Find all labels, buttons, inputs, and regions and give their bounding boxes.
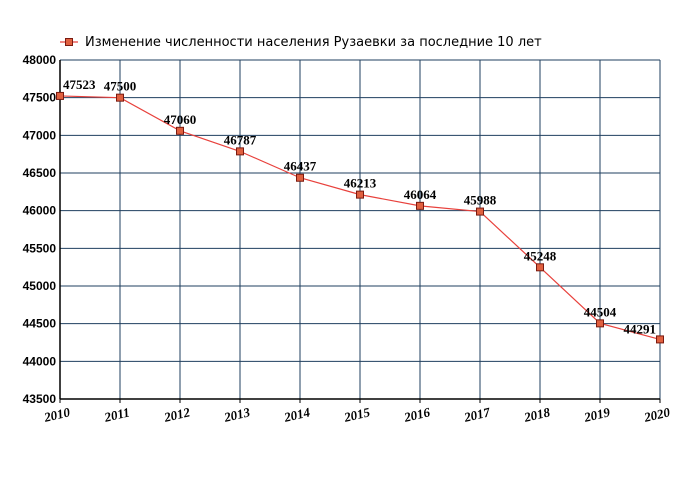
- data-label: 45248: [524, 248, 557, 263]
- x-tick-label: 2013: [222, 404, 252, 425]
- x-tick-label: 2015: [342, 404, 372, 425]
- y-axis-ticks: 43500 44000 44500 45000 45500 46000 46500 47000…: [23, 53, 57, 406]
- legend-label: Изменение численности населения Рузаевки…: [85, 35, 542, 50]
- x-tick-label: 2010: [42, 404, 72, 425]
- y-tick-label: 47000: [23, 128, 57, 142]
- data-point: [656, 335, 664, 344]
- x-axis-ticks: 2010 2011 2012 2013 2014 2015 2016 2017 2018 2019…: [42, 399, 672, 425]
- grid: [59, 59, 661, 400]
- data-label: 45988: [464, 193, 497, 208]
- data-point: [56, 91, 64, 100]
- data-point: [176, 126, 184, 135]
- data-point: [416, 201, 424, 210]
- y-tick-label: 48000: [23, 53, 57, 67]
- data-label: 46787: [224, 132, 257, 147]
- x-tick-label: 2020: [642, 404, 672, 425]
- x-tick-label: 2012: [162, 404, 192, 425]
- data-label: 46213: [344, 176, 377, 191]
- data-label: 47523: [63, 77, 96, 92]
- series-population: [56, 91, 664, 344]
- data-point: [296, 173, 304, 182]
- x-tick-label: 2018: [522, 404, 552, 425]
- data-label: 46437: [284, 159, 317, 174]
- data-label: 47060: [164, 112, 197, 127]
- y-tick-label: 45000: [23, 279, 57, 293]
- data-label: 46064: [404, 187, 437, 202]
- x-tick-label: 2011: [102, 404, 131, 425]
- y-tick-label: 45500: [23, 241, 57, 255]
- data-label: 44504: [584, 304, 617, 319]
- x-tick-label: 2016: [402, 404, 432, 425]
- data-point: [356, 190, 364, 199]
- legend-marker-swatch: [65, 38, 73, 46]
- x-tick-label: 2014: [282, 404, 312, 425]
- y-tick-label: 44000: [23, 354, 57, 368]
- x-tick-label: 2019: [582, 404, 612, 425]
- y-tick-label: 46500: [23, 166, 57, 180]
- data-point: [116, 93, 124, 102]
- y-tick-label: 44500: [23, 317, 57, 331]
- legend: Изменение численности населения Рузаевки…: [60, 35, 542, 50]
- x-tick-label: 2017: [462, 404, 492, 425]
- y-tick-label: 43500: [23, 392, 57, 406]
- y-tick-label: 47500: [23, 91, 57, 105]
- data-point: [236, 147, 244, 156]
- data-point: [536, 263, 544, 272]
- data-label: 47500: [104, 79, 137, 94]
- data-point: [476, 207, 484, 216]
- y-tick-label: 46000: [23, 204, 57, 218]
- data-point: [596, 319, 604, 328]
- data-label: 44291: [624, 321, 657, 336]
- data-labels: 47523 47500 47060 46787 46437 46213 46064 45988…: [63, 77, 656, 336]
